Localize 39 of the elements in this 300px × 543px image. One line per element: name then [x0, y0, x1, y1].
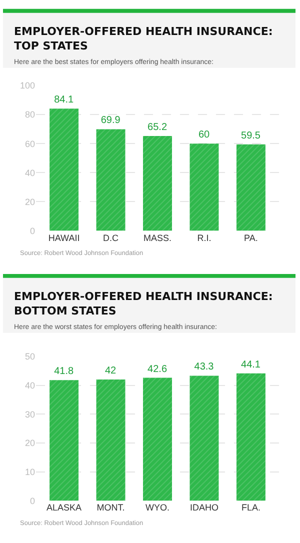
- data-label: 65.2: [148, 122, 168, 134]
- data-label: 60: [198, 130, 210, 141]
- data-label: 84.1: [54, 94, 74, 106]
- chart-title: EMPLOYER-OFFERED HEALTH INSURANCE: TOP STATES: [14, 25, 273, 52]
- y-tick-label: 30: [24, 409, 35, 420]
- x-tick-label: PA.: [244, 232, 258, 243]
- data-label: 43.3: [194, 362, 214, 373]
- bar: [50, 108, 79, 231]
- data-label: 41.8: [54, 366, 74, 378]
- x-tick-label: D.C: [103, 232, 120, 243]
- bar: [190, 144, 219, 231]
- y-tick-label: 80: [24, 110, 35, 120]
- x-tick-label: FLA.: [241, 502, 260, 513]
- bar: [236, 144, 266, 231]
- y-tick-label: 40: [24, 168, 35, 178]
- x-tick-label: MONT.: [96, 502, 125, 513]
- x-tick-label: WYO.: [146, 502, 170, 513]
- data-label: 69.9: [100, 115, 121, 126]
- x-tick-label: IDAHO: [190, 502, 218, 513]
- data-label: 42.6: [148, 364, 168, 375]
- y-tick-label: 40: [24, 380, 35, 390]
- x-tick-label: HAWAII: [48, 232, 80, 243]
- y-tick-label: 50: [24, 352, 35, 362]
- y-tick-label: 0: [30, 226, 35, 236]
- x-tick-label: R.I.: [197, 232, 212, 243]
- bar: [143, 136, 172, 231]
- chart-title: EMPLOYER-OFFERED HEALTH INSURANCE: BOTTOM STATES: [14, 290, 273, 318]
- data-label: 59.5: [241, 130, 261, 142]
- data-label: 44.1: [241, 359, 261, 370]
- y-tick-label: 100: [20, 80, 35, 91]
- x-tick-label: MASS.: [143, 232, 172, 243]
- y-tick-label: 10: [24, 466, 35, 477]
- y-tick-label: 20: [24, 196, 35, 207]
- bar: [96, 129, 126, 231]
- y-tick-label: 0: [30, 496, 35, 506]
- y-tick-label: 60: [24, 138, 35, 149]
- y-tick-label: 20: [24, 438, 35, 448]
- data-label: 42: [104, 365, 117, 376]
- x-tick-label: ALASKA: [46, 502, 82, 513]
